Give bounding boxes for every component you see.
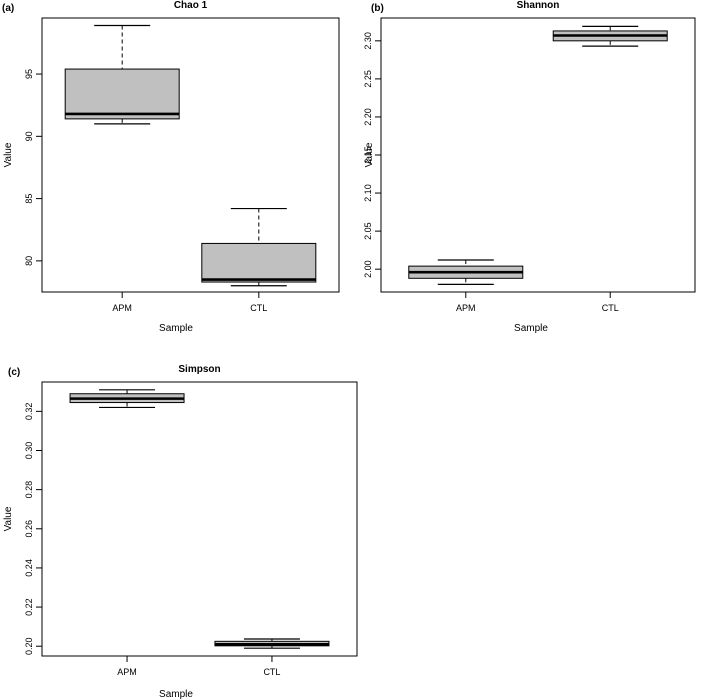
x-tick-label: APM <box>117 667 137 677</box>
y-tick-label: 2.20 <box>363 108 373 126</box>
chart-title: Simpson <box>178 364 220 375</box>
x-axis-label: Sample <box>514 323 548 334</box>
y-axis-label: Value <box>3 506 14 531</box>
chart-panel-3: (c) Simpson 0.20 0.22 0.24 0.26 0.28 0.30 0.32 Va… <box>3 364 358 700</box>
boxplot-ctl <box>552 25 668 47</box>
y-tick-label: 0.22 <box>24 598 34 616</box>
y-tick-label: 2.05 <box>363 222 373 240</box>
y-tick-label: 80 <box>24 256 34 266</box>
chart-panel-1: (a) Chao 1 80 85 90 95 Value APM CTL Sample <box>2 0 340 334</box>
panel-label: (b) <box>371 3 384 14</box>
y-tick-label: 2.00 <box>363 260 373 278</box>
y-tick-label: 2.15 <box>363 146 373 164</box>
panel-label: (a) <box>2 3 14 14</box>
x-tick-label: CTL <box>602 303 619 313</box>
boxplot-apm <box>408 259 524 285</box>
y-axis-label: Value <box>3 142 14 167</box>
x-tick-label: APM <box>456 303 476 313</box>
boxplot-ctl <box>201 207 317 287</box>
y-tick-label: 0.30 <box>24 442 34 460</box>
y-tick-label: 0.24 <box>24 559 34 577</box>
y-tick-label: 0.32 <box>24 403 34 421</box>
plot-frame <box>41 381 358 657</box>
y-tick-label: 85 <box>24 194 34 204</box>
x-tick-label: CTL <box>263 667 280 677</box>
x-tick-label: CTL <box>250 303 267 313</box>
chart-panel-2: (b) Shannon 2.00 2.05 2.10 2.15 2.20 2.25 2.30 Va… <box>363 0 696 334</box>
y-tick-label: 2.10 <box>363 184 373 202</box>
y-axis-label: Value <box>364 142 375 167</box>
chart-title: Chao 1 <box>174 0 208 11</box>
plot-frame <box>380 17 696 293</box>
iqr-box <box>64 68 180 120</box>
y-tick-label: 95 <box>24 69 34 79</box>
boxplot-apm <box>69 389 185 409</box>
boxplot-ctl <box>214 638 330 649</box>
panel-label: (c) <box>8 367 20 378</box>
y-tick-label: 0.20 <box>24 637 34 655</box>
y-tick-label: 90 <box>24 131 34 141</box>
x-tick-label: APM <box>112 303 132 313</box>
y-tick-label: 2.30 <box>363 32 373 50</box>
y-tick-label: 0.26 <box>24 520 34 538</box>
y-tick-label: 2.25 <box>363 70 373 88</box>
y-tick-label: 0.28 <box>24 481 34 499</box>
x-axis-label: Sample <box>159 323 193 334</box>
chart-title: Shannon <box>517 0 560 11</box>
plot-frame <box>41 17 340 293</box>
x-axis-label: Sample <box>159 689 193 700</box>
iqr-box <box>201 242 317 283</box>
boxplot-apm <box>64 24 180 125</box>
